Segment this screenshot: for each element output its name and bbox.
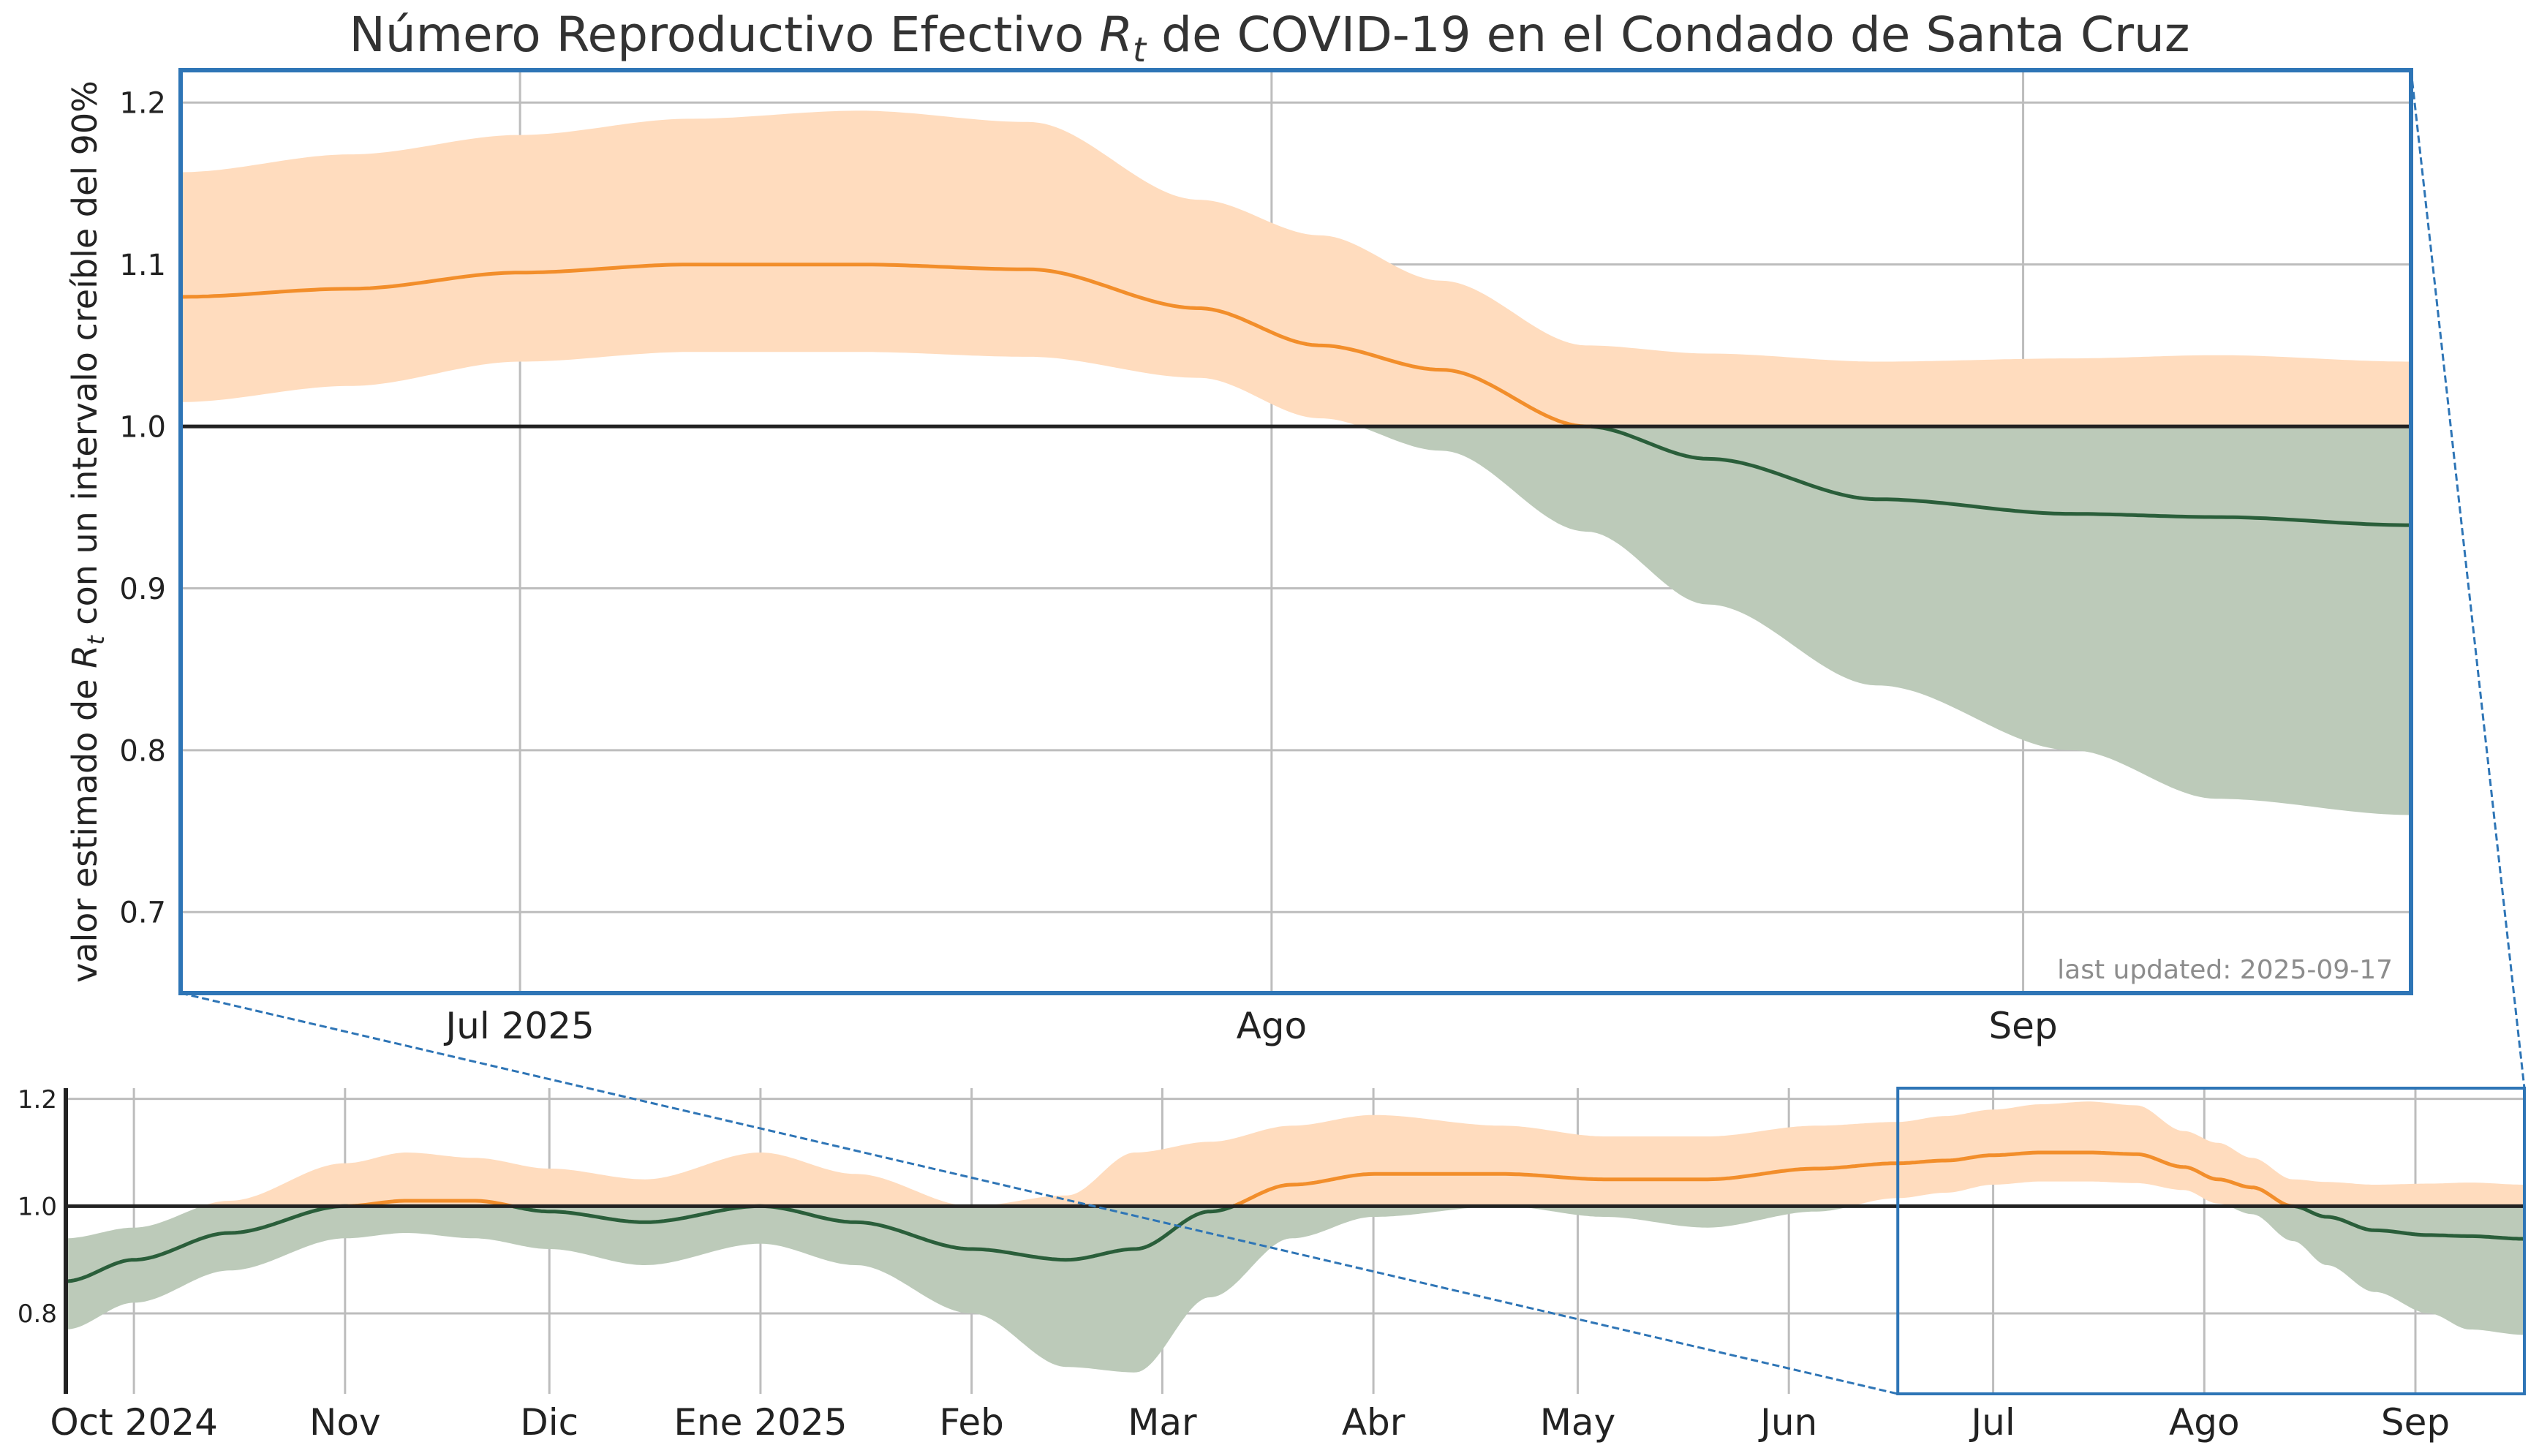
rt-line-above-1 — [1233, 1150, 2297, 1208]
y-tick-label: 1.2 — [119, 87, 166, 121]
y-tick-label: 0.8 — [119, 734, 166, 768]
x-tick-label: Jul — [1969, 1401, 2015, 1444]
overview-y-tick-labels: 0.8 1.0 1.2 — [18, 1085, 57, 1329]
last-updated-note: last updated: 2025-09-17 — [2057, 955, 2393, 985]
overview-x-tick-labels: Oct 2024 Nov Dic Ene 2025 Feb Mar Abr May Jun Jul… — [50, 1401, 2450, 1444]
x-tick-label: Ago — [1237, 1005, 1308, 1047]
x-tick-label: Nov — [309, 1401, 381, 1444]
x-tick-label: Sep — [1988, 1005, 2057, 1047]
x-tick-label: Dic — [520, 1401, 578, 1444]
x-tick-label: Ago — [2169, 1401, 2240, 1444]
x-tick-label: Feb — [939, 1401, 1004, 1444]
rt-line-above-1 — [181, 263, 1593, 429]
main-x-tick-labels: Jul 2025 Ago Sep — [443, 1005, 2057, 1047]
y-tick-label: 0.7 — [119, 897, 166, 930]
y-tick-label: 1.0 — [119, 410, 166, 444]
y-axis-label: valor estimado de Rt con un intervalo cr… — [65, 80, 110, 983]
x-tick-label: Oct 2024 — [50, 1401, 218, 1444]
main-panel-frame — [178, 68, 2413, 995]
x-tick-label: Jun — [1758, 1401, 1817, 1444]
y-tick-label: 1.0 — [18, 1193, 57, 1222]
rt-line-above-1 — [345, 1199, 516, 1209]
credible-interval-band-below-1 — [66, 1181, 2524, 1373]
rt-line-below-1 — [512, 1204, 1237, 1262]
x-tick-label: Ene 2025 — [674, 1401, 847, 1444]
main-plot-area — [181, 110, 2411, 815]
y-tick-label: 1.1 — [119, 249, 166, 282]
rt-line-below-1 — [2293, 1204, 2524, 1241]
x-tick-label: Abr — [1342, 1401, 1406, 1444]
chart-title: Número Reproductivo Efectivo Rt de COVID… — [349, 7, 2189, 69]
credible-interval-band-above-1 — [181, 110, 2411, 427]
overview-plot-area — [66, 1101, 2524, 1373]
x-tick-label: Sep — [2381, 1401, 2450, 1444]
y-tick-label: 0.9 — [119, 573, 166, 606]
zoom-indicator — [180, 69, 2526, 1395]
rt-line-below-1 — [66, 1204, 350, 1283]
zoom-connector-right — [2410, 69, 2526, 1089]
y-tick-label: 0.8 — [18, 1300, 57, 1329]
zoom-connector-left — [180, 992, 1898, 1395]
x-tick-label: Jul 2025 — [443, 1005, 594, 1047]
zoom-box — [1896, 1087, 2526, 1395]
credible-interval-band-below-1 — [181, 352, 2411, 815]
y-tick-label: 1.2 — [18, 1085, 57, 1114]
x-tick-label: Mar — [1128, 1401, 1197, 1444]
x-tick-label: May — [1540, 1401, 1615, 1444]
main-y-tick-labels: 0.7 0.8 0.9 1.0 1.1 1.2 — [119, 87, 166, 930]
rt-line-below-1 — [1589, 424, 2411, 527]
credible-interval-band-above-1 — [66, 1101, 2524, 1239]
